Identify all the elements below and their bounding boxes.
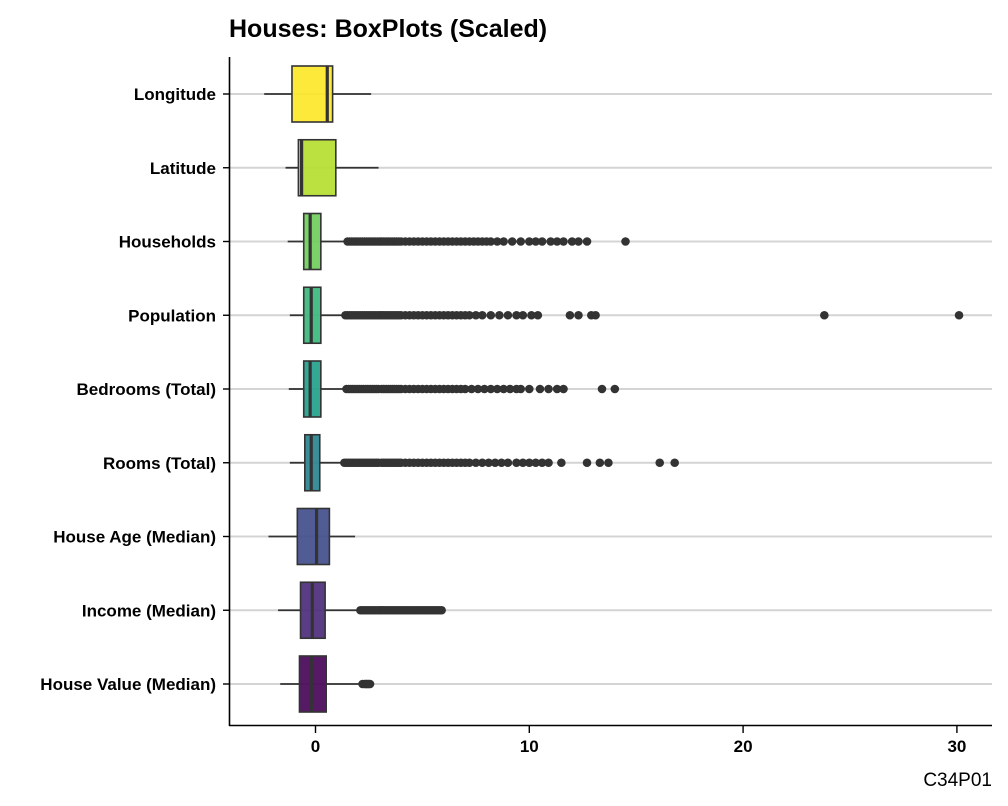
category-label-house-age-median: House Age (Median) [53, 528, 216, 547]
outlier-point-households [486, 237, 496, 246]
x-tick-label-0: 0 [311, 737, 320, 756]
outlier-point-bedrooms-total [492, 384, 502, 394]
outlier-point-population [512, 310, 521, 320]
category-label-households: Households [119, 233, 216, 252]
outlier-point-bedrooms-total [552, 384, 562, 394]
outlier-point-rooms-total [655, 458, 665, 468]
outlier-point-households [546, 237, 555, 246]
outlier-point-households [492, 237, 502, 246]
outlier-point-bedrooms-total [486, 384, 496, 394]
outlier-point-rooms-total [512, 458, 521, 468]
box-house-value-median [298, 655, 327, 713]
outlier-point-bedrooms-total [516, 384, 526, 394]
x-tick-label-10: 10 [520, 737, 539, 756]
outlier-point-households [537, 237, 547, 246]
outlier-point-rooms-total [582, 458, 592, 468]
outlier-point-households [499, 237, 508, 246]
outlier-point-population [471, 310, 481, 320]
outlier-point-rooms-total [670, 458, 679, 468]
outlier-point-households [559, 237, 568, 246]
category-label-income-median: Income (Median) [82, 601, 216, 620]
outlier-point-households [574, 237, 583, 246]
chart-caption: C34P01 [923, 770, 992, 791]
outlier-point-bedrooms-total [544, 384, 553, 394]
category-label-house-value-median: House Value (Median) [40, 675, 216, 694]
outlier-point-rooms-total [518, 458, 528, 468]
outlier-point-bedrooms-total [499, 384, 508, 394]
category-label-rooms-total: Rooms (Total) [103, 454, 216, 473]
outlier-points [340, 237, 964, 689]
outlier-point-bedrooms-total [535, 384, 545, 394]
outlier-point-bedrooms-total [473, 384, 483, 394]
category-labels: Longitude Latitude Households Population Bed… [40, 85, 229, 694]
outlier-point-households [525, 237, 534, 246]
outlier-point-households [507, 237, 517, 246]
outlier-point-households [621, 237, 630, 246]
category-label-bedrooms-total: Bedrooms (Total) [77, 380, 216, 399]
outlier-point-rooms-total [595, 458, 605, 468]
outlier-point-bedrooms-total [467, 384, 476, 394]
outlier-point-households [582, 237, 592, 246]
box-households [302, 212, 322, 271]
outlier-point-population [954, 310, 964, 320]
x-tick-label-30: 30 [947, 737, 966, 756]
outlier-point-bedrooms-total [597, 384, 607, 394]
outlier-point-population [518, 310, 528, 320]
outlier-point-rooms-total [544, 458, 553, 468]
outlier-point-bedrooms-total [525, 384, 534, 394]
chart-title: Houses: BoxPlots (Scaled) [229, 15, 547, 43]
outlier-point-population [533, 310, 543, 320]
outlier-point-population [820, 310, 829, 320]
outlier-point-rooms-total [503, 458, 513, 468]
outlier-point-population [527, 310, 536, 320]
outlier-point-rooms-total [531, 458, 541, 468]
outlier-point-population [503, 310, 513, 320]
outlier-point-house-value-median [365, 679, 375, 689]
outlier-point-rooms-total [477, 458, 487, 468]
outlier-point-population [574, 310, 583, 320]
outlier-point-bedrooms-total [610, 384, 620, 394]
outlier-point-population [565, 310, 575, 320]
category-label-latitude: Latitude [150, 159, 216, 178]
outlier-point-population [486, 310, 496, 320]
outlier-point-bedrooms-total [480, 384, 489, 394]
x-axis-ticks: 0 10 20 30 [311, 726, 966, 756]
category-label-longitude: Longitude [134, 85, 216, 104]
outlier-point-rooms-total [471, 458, 481, 468]
x-tick-label-20: 20 [734, 737, 753, 756]
outlier-point-rooms-total [537, 458, 547, 468]
outlier-point-rooms-total [604, 458, 613, 468]
outlier-point-bedrooms-total [460, 384, 470, 394]
outlier-point-rooms-total [525, 458, 534, 468]
outlier-point-rooms-total [497, 458, 506, 468]
outlier-point-population [477, 310, 487, 320]
box-plots [264, 65, 379, 713]
outlier-point-population [591, 310, 600, 320]
outlier-point-population [465, 310, 474, 320]
box-bedrooms-total [302, 360, 322, 418]
outlier-point-households [552, 237, 562, 246]
outlier-point-households [516, 237, 526, 246]
outlier-point-rooms-total [490, 458, 500, 468]
outlier-point-rooms-total [484, 458, 493, 468]
outlier-point-bedrooms-total [559, 384, 568, 394]
outlier-point-households [531, 237, 541, 246]
outlier-point-income-median [437, 605, 446, 615]
category-label-population: Population [128, 306, 216, 325]
box-house-age-median [296, 507, 331, 566]
outlier-point-population [495, 310, 504, 320]
outlier-point-bedrooms-total [505, 384, 515, 394]
outlier-point-households [567, 237, 577, 246]
outlier-point-rooms-total [465, 458, 474, 468]
outlier-point-rooms-total [557, 458, 566, 468]
box-latitude [297, 138, 337, 197]
